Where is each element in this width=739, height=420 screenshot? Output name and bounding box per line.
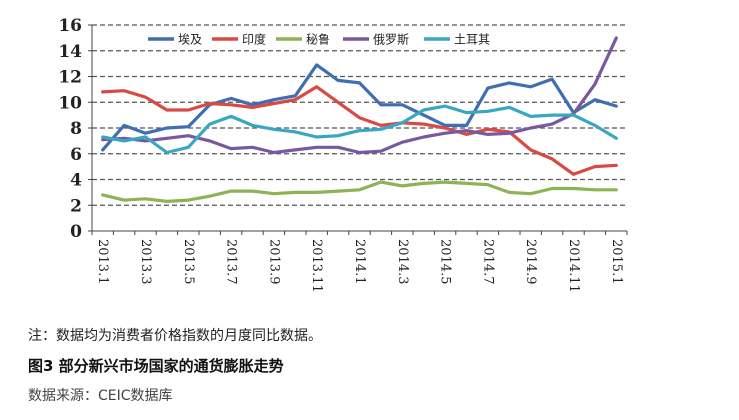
x-tick-label: 2014.3 <box>395 239 410 285</box>
x-tick-label: 2014.9 <box>523 239 538 285</box>
axes <box>88 24 628 235</box>
x-tick-label: 2014.1 <box>352 239 367 285</box>
x-tick-label: 2013.9 <box>266 239 281 285</box>
x-tick-label: 2014.5 <box>438 239 453 285</box>
series-line-土耳其 <box>101 104 618 155</box>
x-tick-label: 2013.11 <box>309 239 324 293</box>
y-tick-labels: 0 2 4 6 8 10 12 14 16 <box>58 16 82 242</box>
x-tick-label: 2013.7 <box>224 239 239 285</box>
x-tick-labels: 2013.1 2013.3 2013.5 2013.7 2013.9 2013.11 201… <box>95 239 624 293</box>
y-tick-label: 6 <box>70 145 82 165</box>
y-tick-label: 4 <box>70 171 82 191</box>
y-tick-label: 16 <box>58 16 82 36</box>
y-tick-label: 10 <box>58 93 82 113</box>
x-tick-label: 2014.7 <box>480 239 495 285</box>
series-lines <box>101 36 618 203</box>
series-line-印度 <box>101 85 618 176</box>
y-tick-label: 0 <box>70 222 82 242</box>
legend: 埃及 印度 秘鲁 俄罗斯 土耳其 <box>148 32 490 47</box>
x-tick-label: 2013.5 <box>181 239 196 285</box>
data-source: 数据来源：CEIC数据库 <box>28 388 173 404</box>
legend-label: 土耳其 <box>454 33 490 47</box>
chart-note: 注：数据均为消费者价格指数的月度同比数据。 <box>28 328 322 344</box>
y-tick-label: 8 <box>70 119 82 139</box>
series-line-埃及 <box>101 63 618 152</box>
x-tick-label: 2015.1 <box>609 239 624 285</box>
y-tick-label: 2 <box>70 196 82 216</box>
legend-label: 俄罗斯 <box>373 33 409 47</box>
x-tick-label: 2013.3 <box>138 239 153 285</box>
legend-label: 印度 <box>242 32 266 47</box>
legend-label: 埃及 <box>178 33 202 47</box>
legend-label: 秘鲁 <box>306 33 330 47</box>
x-tick-label: 2013.1 <box>95 239 110 285</box>
series-line-秘鲁 <box>101 180 618 203</box>
x-tick-label: 2014.11 <box>566 239 581 293</box>
y-tick-label: 12 <box>58 68 82 88</box>
y-tick-label: 14 <box>58 42 82 62</box>
series-line-俄罗斯 <box>101 36 618 155</box>
figure-title: 图3 部分新兴市场国家的通货膨胀走势 <box>28 357 284 375</box>
